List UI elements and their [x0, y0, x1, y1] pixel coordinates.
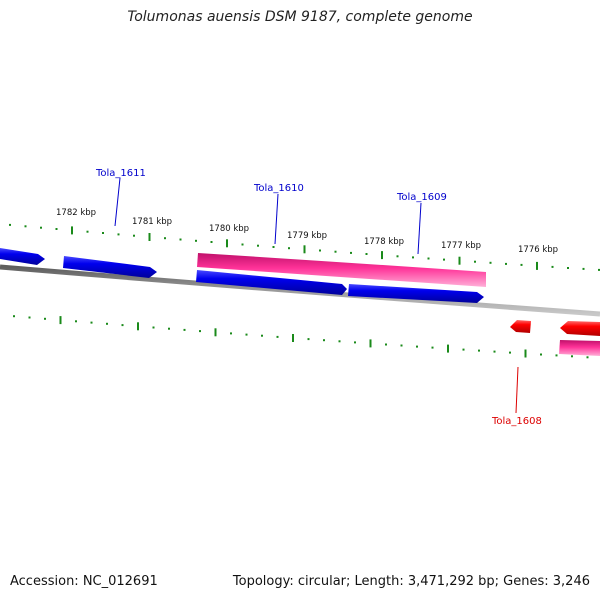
gene-arrow-tola-1608[interactable]: [510, 320, 531, 333]
gene-arrow-tola-1609[interactable]: [348, 284, 484, 303]
tick-label: 1780 kbp: [209, 224, 249, 234]
tick-label: 1776 kbp: [518, 245, 558, 255]
gene-arrow-tola-1611[interactable]: [63, 256, 157, 278]
genome-summary-text: Topology: circular; Length: 3,471,292 bp…: [232, 574, 590, 589]
gene-arrow[interactable]: [0, 248, 45, 265]
label-leader-line: [274, 193, 279, 245]
inner-tick-track: [13, 315, 589, 359]
tick-label: 1779 kbp: [287, 231, 327, 241]
tick-label: 1777 kbp: [441, 241, 481, 251]
gene-label-tola-1610[interactable]: Tola_1610: [253, 183, 304, 194]
gene-arrow[interactable]: [560, 321, 600, 336]
label-leader-line: [515, 366, 519, 414]
gene-arrow-tola-1610[interactable]: [196, 270, 347, 295]
rna-feature-bar[interactable]: [559, 340, 600, 356]
accession-text: Accession: NC_012691: [10, 574, 158, 589]
gene-labels: Tola_1611 Tola_1610 Tola_1609 Tola_1608: [95, 168, 542, 427]
forward-genes: [0, 248, 484, 303]
gene-label-tola-1611[interactable]: Tola_1611: [95, 168, 146, 179]
label-leader-line: [114, 177, 121, 227]
tick-label: 1778 kbp: [364, 237, 404, 247]
genome-title: Tolumonas auensis DSM 9187, complete gen…: [127, 9, 473, 25]
rna-feature-bar[interactable]: [197, 253, 486, 287]
kbp-labels: 1782 kbp 1781 kbp 1780 kbp 1779 kbp 1778…: [56, 208, 558, 255]
tick-label: 1781 kbp: [132, 217, 172, 227]
reverse-genes: [510, 320, 600, 336]
outer-tick-track: [9, 223, 600, 271]
gene-label-tola-1609[interactable]: Tola_1609: [396, 192, 447, 203]
rna-features: [197, 253, 600, 356]
label-leader-line: [417, 202, 422, 255]
gene-label-tola-1608[interactable]: Tola_1608: [491, 416, 542, 427]
tick-label: 1782 kbp: [56, 208, 96, 218]
